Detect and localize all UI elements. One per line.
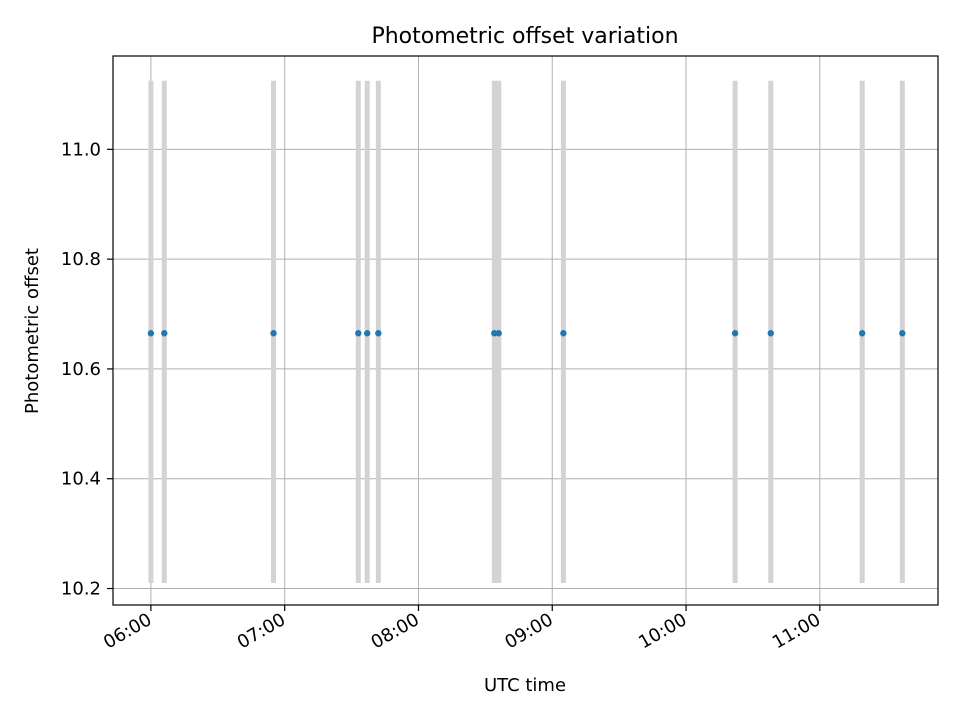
y-tick-label: 10.6 (61, 359, 101, 380)
data-point (363, 330, 371, 337)
data-point (270, 330, 277, 337)
y-tick-label: 11.0 (61, 139, 101, 160)
data-point (147, 330, 155, 337)
data-point (491, 330, 498, 337)
data-point (858, 330, 866, 337)
grid (113, 56, 938, 605)
data-point (355, 330, 362, 337)
plot-frame (112, 55, 939, 606)
data-point (560, 330, 567, 337)
y-tick-label: 10.4 (61, 469, 101, 490)
x-tick-label: 11:00 (769, 609, 824, 653)
x-tick-label: 09:00 (501, 609, 556, 653)
data-point (767, 330, 774, 337)
chart-title: Photometric offset variation (371, 24, 678, 49)
y-tick-label: 10.8 (61, 249, 101, 270)
data-point (375, 330, 382, 337)
data-point (899, 330, 906, 337)
error-bars (148, 80, 905, 584)
data-point (731, 330, 739, 337)
x-tick-label: 06:00 (100, 609, 155, 653)
x-tick-label: 08:00 (368, 609, 423, 653)
x-axis-label: UTC time (484, 675, 566, 696)
ticks: 06:00 07:00 08:00 09:00 10:00 11:00 10.2 10.4 10… (61, 139, 824, 653)
data-points (147, 330, 906, 337)
y-axis-label: Photometric offset (22, 248, 43, 414)
x-tick-label: 10:00 (635, 609, 690, 653)
data-point (495, 330, 502, 337)
y-tick-label: 10.2 (61, 579, 101, 600)
x-tick-label: 07:00 (234, 609, 289, 653)
data-point (161, 330, 168, 337)
